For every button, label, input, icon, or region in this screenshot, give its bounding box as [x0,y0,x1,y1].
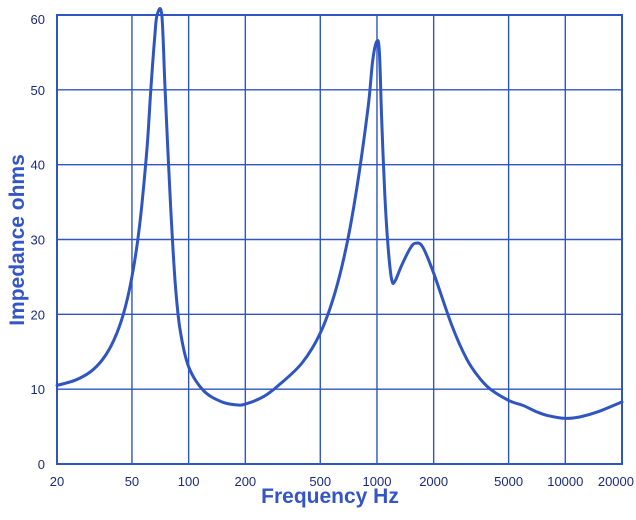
y-tick-label: 60 [31,12,45,27]
y-tick-label: 50 [31,83,45,98]
x-tick-label: 50 [125,474,139,489]
x-tick-label: 500 [309,474,331,489]
y-tick-label: 40 [31,158,45,173]
x-tick-label: 20 [50,474,64,489]
y-tick-label: 20 [31,307,45,322]
x-tick-label: 2000 [419,474,448,489]
x-tick-label: 10000 [547,474,583,489]
x-tick-label: 5000 [494,474,523,489]
y-tick-labels: 0 10 20 30 40 50 60 [31,12,45,472]
x-tick-label: 20000 [598,474,634,489]
x-tick-label: 1000 [363,474,392,489]
x-tick-labels: 20 50 100 200 500 1000 2000 5000 10000 20000 [50,474,634,489]
x-tick-label: 200 [234,474,256,489]
grid [56,14,623,465]
y-tick-label: 0 [38,457,45,472]
y-axis-title: Impedance ohms [6,154,29,326]
x-tick-label: 100 [178,474,200,489]
y-tick-label: 30 [31,233,45,248]
impedance-curve [55,7,624,420]
y-tick-label: 10 [31,382,45,397]
x-axis-title: Frequency Hz [261,485,399,508]
plot-frame [56,14,623,465]
impedance-series [55,7,624,420]
plot-border [56,14,623,465]
